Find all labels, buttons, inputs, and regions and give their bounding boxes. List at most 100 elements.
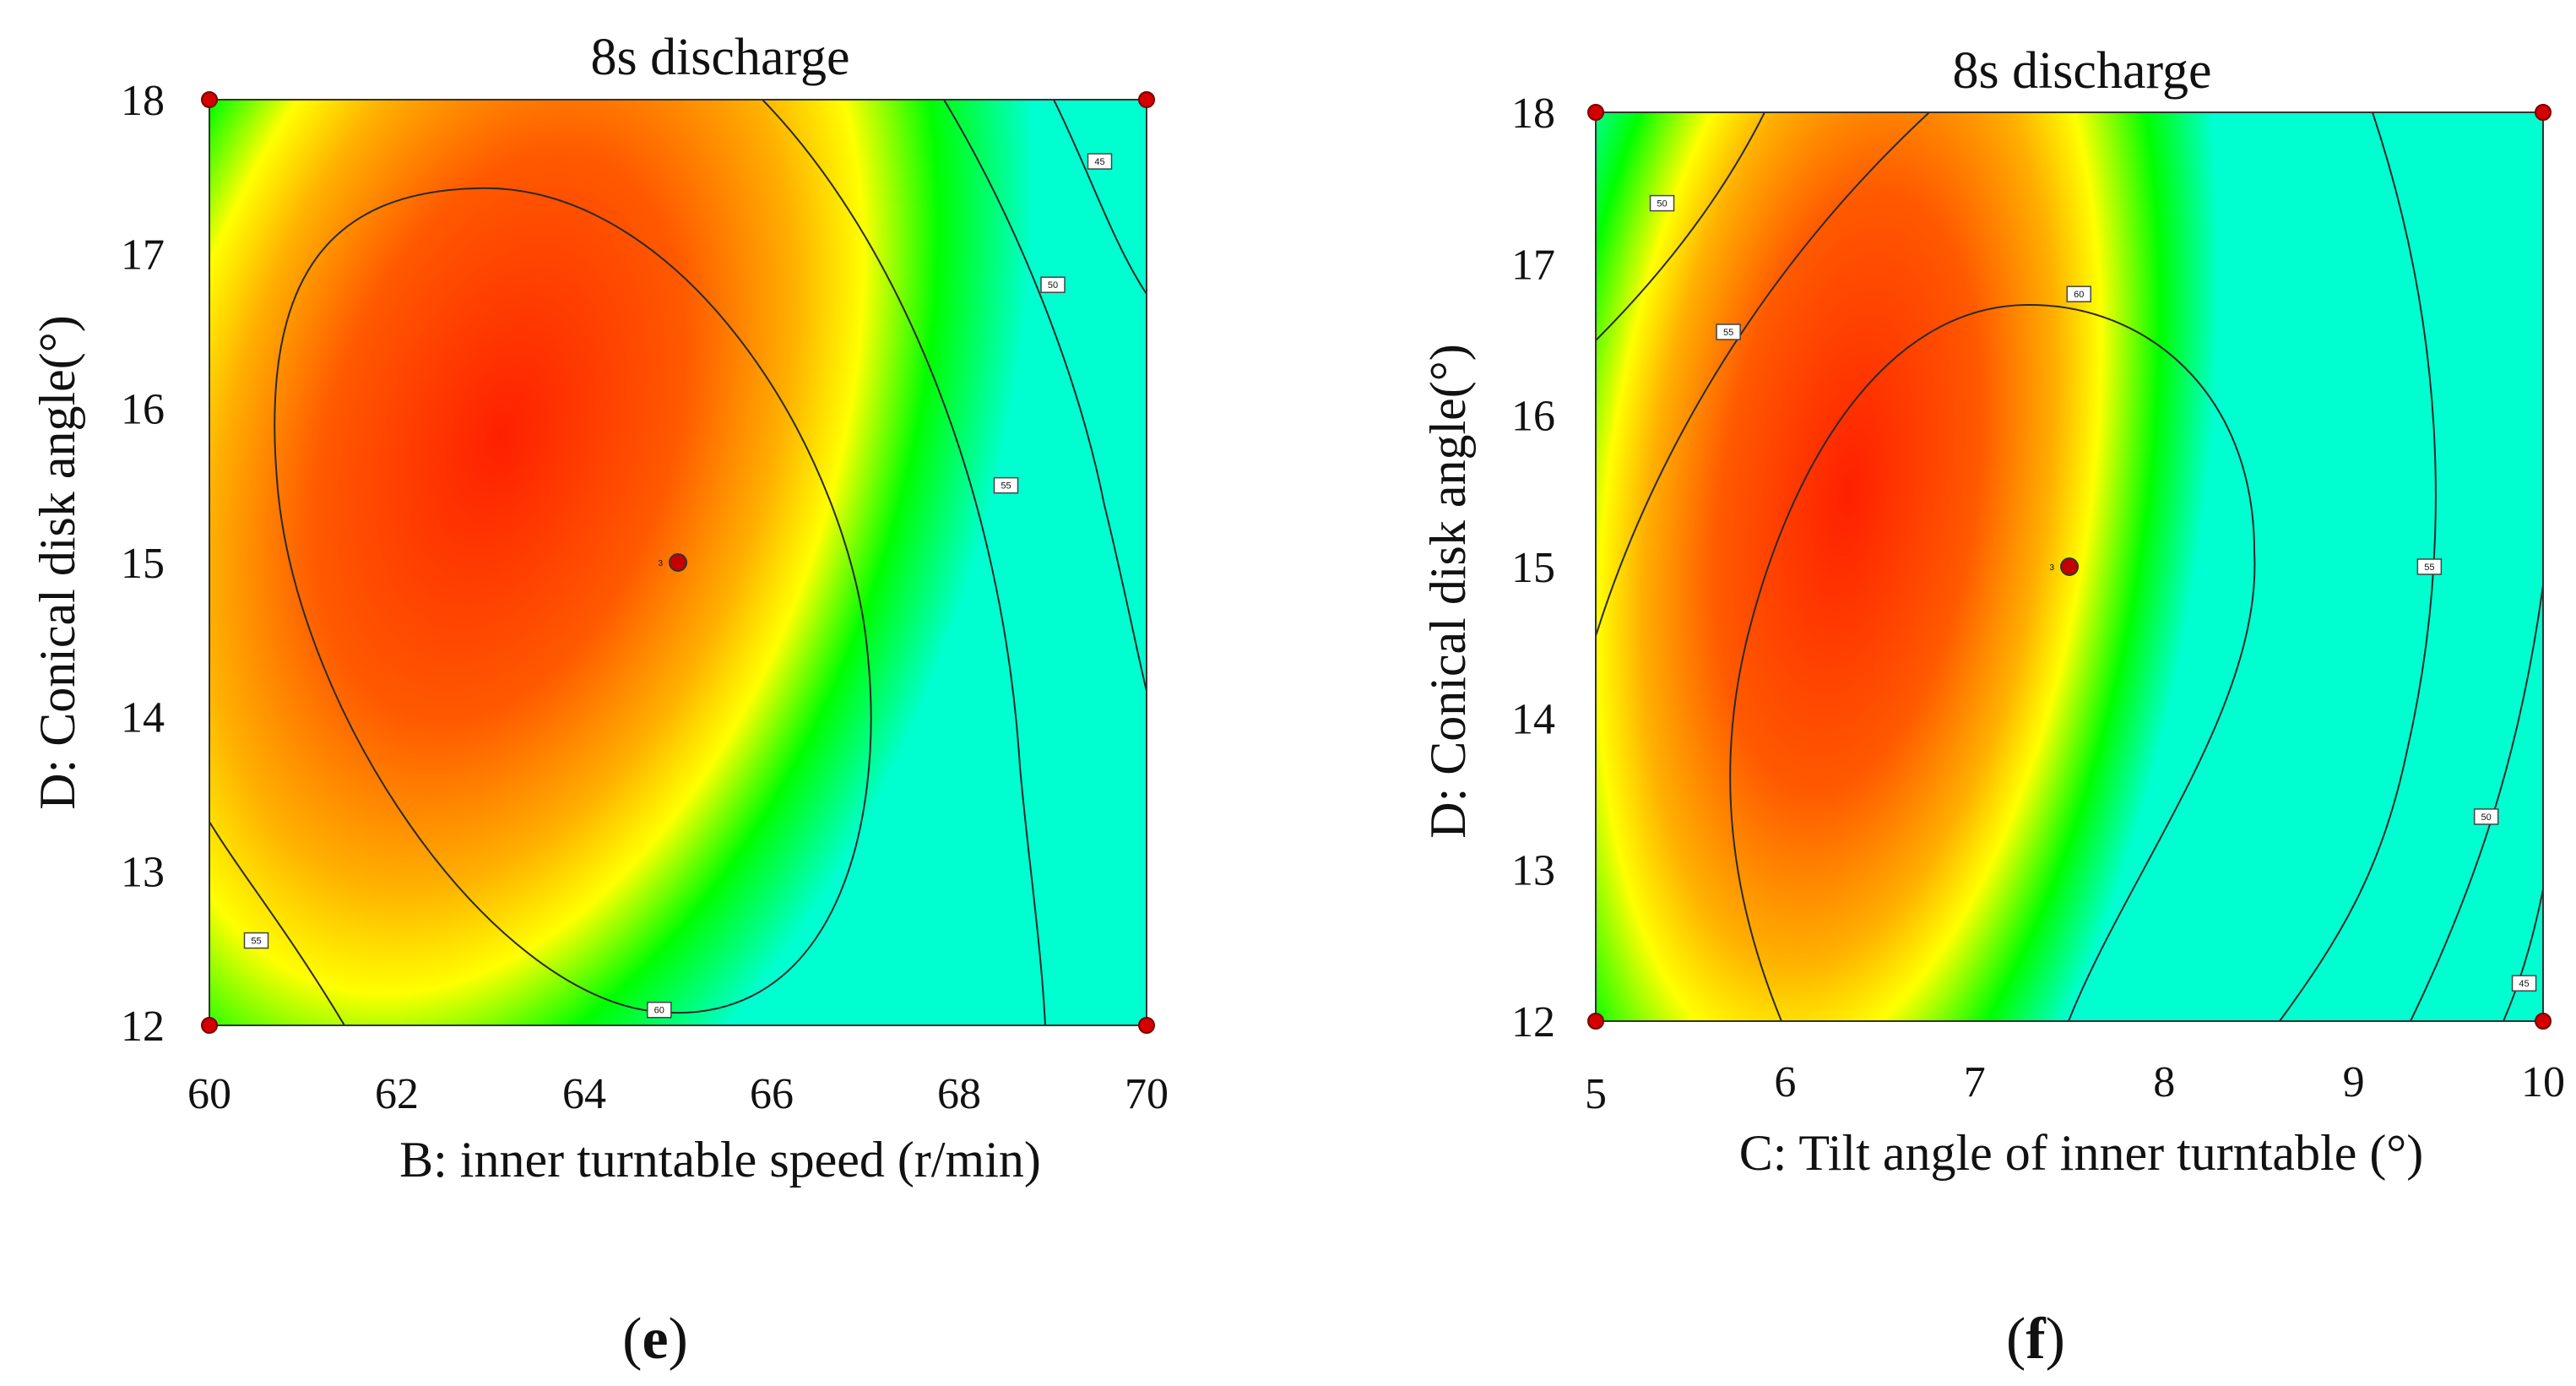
x-tick-label: 62 — [375, 1070, 419, 1118]
contour-label: 50 — [1649, 194, 1675, 212]
y-tick-label: 16 — [121, 385, 165, 433]
x-tick-label: 68 — [937, 1070, 981, 1118]
y-tick-label: 17 — [121, 231, 165, 280]
chart-title: 8s discharge — [590, 29, 849, 86]
contour-label-box — [1716, 323, 1741, 340]
contour-line-50 — [943, 100, 1147, 692]
center-point-label: 3 — [658, 559, 663, 568]
contour-line-55-left — [209, 821, 345, 1025]
contour-label-box — [647, 1001, 672, 1019]
contour-label-value: 45 — [1094, 157, 1104, 167]
contour-label-box — [2511, 975, 2537, 992]
contour-label-box — [1040, 276, 1066, 293]
contour-label-box — [2416, 558, 2443, 575]
contour-label: 55 — [243, 932, 269, 949]
y-tick-label: 12 — [121, 1003, 165, 1051]
y-tick-label: 18 — [1511, 90, 1555, 138]
y-tick-label: 13 — [121, 848, 165, 896]
y-tick-label: 12 — [1511, 998, 1555, 1046]
contour-label-box — [1649, 194, 1675, 212]
contour-line-55-left — [1596, 112, 1930, 637]
contour-label-value: 55 — [2424, 563, 2434, 573]
y-axis-label: D: Conical disk angle(°) — [1420, 344, 1476, 839]
contour-label: 45 — [1087, 153, 1113, 170]
x-tick-label: 5 — [1585, 1070, 1607, 1118]
center-point — [2060, 557, 2079, 576]
y-tick-label: 15 — [121, 540, 165, 588]
contour-label-box — [243, 932, 269, 949]
contour-label: 50 — [1040, 276, 1066, 293]
x-tick-labels: 60 62 64 66 68 70 — [187, 1070, 1169, 1118]
contour-line-45 — [1053, 100, 1147, 295]
contour-label-value: 50 — [2481, 813, 2492, 823]
contour-label-value: 60 — [2074, 290, 2084, 300]
x-tick-label: 10 — [2521, 1058, 2565, 1106]
design-point — [1587, 1013, 1604, 1030]
contour-line-55-right — [2279, 112, 2437, 1021]
plot-frame — [1595, 111, 2544, 1022]
design-point — [2535, 104, 2552, 121]
center-point-label: 3 — [2049, 563, 2054, 573]
y-tick-label: 16 — [1511, 393, 1555, 441]
contour-label-box — [993, 476, 1019, 494]
contour-line-60 — [1729, 303, 2256, 1021]
contour-label-value: 60 — [654, 1006, 664, 1016]
design-point — [1138, 1017, 1155, 1034]
x-tick-label: 6 — [1774, 1058, 1796, 1106]
contour-label-box — [2066, 285, 2091, 302]
plot-frame — [209, 99, 1147, 1026]
contour-label: 60 — [2066, 285, 2091, 302]
overlay: 60 55 55 50 45 3 — [201, 91, 1155, 1034]
contour-label-value: 55 — [1723, 328, 1733, 338]
contour-label: 55 — [2416, 558, 2443, 575]
y-tick-label: 15 — [1511, 544, 1555, 592]
plot-area: 60 55 55 50 45 3 — [201, 91, 1155, 1034]
contour-label-box — [1087, 153, 1113, 170]
contour-line-50-right — [2410, 584, 2543, 1021]
contour-line-55-right — [762, 100, 1046, 1025]
x-tick-label: 7 — [1964, 1058, 1986, 1106]
x-tick-label: 9 — [2343, 1058, 2365, 1106]
y-tick-labels: 12 13 14 15 16 17 18 — [1511, 90, 1555, 1046]
design-point — [1138, 91, 1155, 108]
x-tick-label: 60 — [187, 1070, 231, 1118]
contour-label-value: 55 — [251, 937, 261, 947]
design-point — [201, 91, 218, 108]
plot-area: 60 55 50 55 50 45 3 — [1587, 104, 2552, 1030]
y-axis-label: D: Conical disk angle(°) — [30, 315, 85, 810]
contour-label-value: 50 — [1657, 199, 1667, 209]
contour-line-50-left — [1596, 112, 1765, 341]
x-tick-label: 66 — [750, 1070, 794, 1118]
contour-lines — [1596, 112, 2543, 1021]
x-axis-label: B: inner turntable speed (r/min) — [399, 1132, 1041, 1188]
x-axis-label: C: Tilt angle of inner turntable (°) — [1739, 1125, 2424, 1181]
design-point — [1587, 104, 1604, 121]
y-tick-label: 13 — [1511, 847, 1555, 895]
contour-label: 60 — [647, 1001, 672, 1019]
contour-label: 45 — [2511, 975, 2537, 992]
y-tick-label: 17 — [1511, 241, 1555, 289]
x-tick-labels: 5 6 7 8 9 10 — [1585, 1058, 2565, 1118]
x-tick-label: 8 — [2153, 1058, 2175, 1106]
contour-label-value: 45 — [2519, 979, 2529, 989]
panel-label: (e) — [622, 1307, 688, 1372]
contour-label-value: 50 — [1048, 280, 1058, 291]
contour-label: 50 — [2473, 808, 2499, 825]
contour-label-box — [2473, 808, 2499, 825]
y-tick-label: 14 — [121, 694, 165, 742]
y-tick-label: 18 — [121, 77, 165, 125]
design-point — [2535, 1013, 2552, 1030]
panel-label: (f) — [2006, 1307, 2065, 1372]
design-point — [201, 1017, 218, 1034]
contour-line-45 — [2503, 889, 2543, 1021]
chart-title: 8s discharge — [1952, 42, 2211, 100]
x-tick-label: 64 — [562, 1070, 606, 1118]
contour-label: 55 — [993, 476, 1019, 494]
y-tick-label: 14 — [1511, 695, 1555, 743]
center-point — [669, 553, 687, 572]
y-tick-labels: 12 13 14 15 16 17 18 — [121, 77, 165, 1051]
contour-label: 55 — [1716, 323, 1741, 340]
